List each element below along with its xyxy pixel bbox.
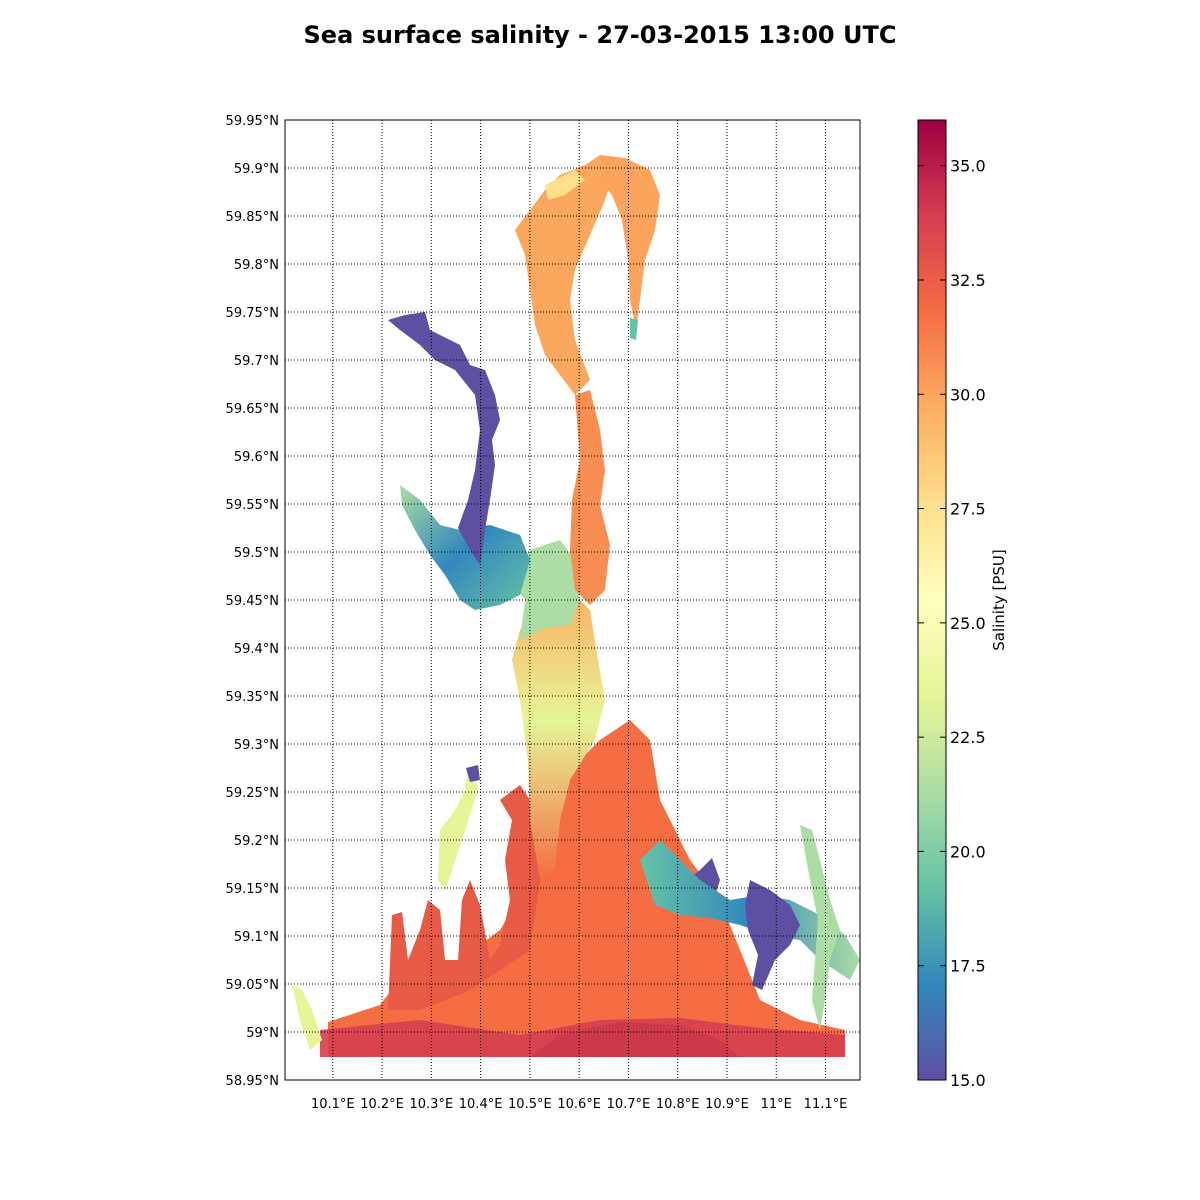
y-tick-label: 59.2°N [234, 834, 279, 849]
colorbar-tick-label: 30.0 [950, 385, 986, 404]
y-tick-label: 59.9°N [234, 162, 279, 177]
colorbar-tick-label: 22.5 [950, 728, 986, 747]
region-drammen-mixing [400, 485, 530, 610]
region-oslo-yellow [545, 170, 585, 200]
plot-frame [284, 119, 861, 1081]
region-skagerrak-core [530, 1022, 740, 1057]
y-tick-label: 59.7°N [234, 354, 279, 369]
y-tick-label: 59.45°N [226, 594, 279, 609]
region-vestfold-inlets [388, 785, 540, 1010]
y-tick-label: 59.5°N [234, 546, 279, 561]
y-axis-ticks: 59.95°N 59.9°N 59.85°N 59.8°N 59.75°N 59.7°N 5… [226, 114, 279, 1089]
region-bunnefjord-tip [630, 318, 638, 340]
grid [285, 119, 860, 1081]
colorbar-tick-label: 20.0 [950, 842, 986, 861]
y-tick-label: 59.05°N [226, 978, 279, 993]
y-tick-label: 59.55°N [226, 498, 279, 513]
colorbar-tick-label: 15.0 [950, 1071, 986, 1090]
colorbar-tick-label: 17.5 [950, 957, 986, 976]
colorbar-label: Salinity [PSU] [990, 549, 1008, 651]
colorbar-ticks: 15.0 17.5 20.0 22.5 25.0 27.5 30.0 32.5 35.0 [918, 157, 986, 1090]
region-west-fringe [292, 985, 322, 1050]
chart-title: Sea surface salinity - 27-03-2015 13:00 … [304, 21, 897, 49]
x-tick-label: 10.8°E [656, 1097, 700, 1112]
region-west-channel-purple [466, 765, 480, 782]
x-tick-label: 10.7°E [607, 1097, 651, 1112]
colorbar-tick-label: 25.0 [950, 614, 986, 633]
salinity-field [292, 155, 860, 1057]
region-bunnefjord [600, 155, 660, 330]
y-tick-label: 59.6°N [234, 450, 279, 465]
region-mid-fjord [512, 590, 605, 880]
region-hvaler-purple [745, 880, 800, 990]
y-tick-label: 59.15°N [226, 882, 279, 897]
y-tick-label: 59.3°N [234, 738, 279, 753]
region-west-channel [438, 768, 478, 890]
x-tick-label: 11°E [761, 1097, 792, 1112]
region-oslo-basin [515, 155, 615, 395]
x-axis-ticks: 10.1°E 10.2°E 10.3°E 10.4°E 10.5°E 10.6°E 10.7… [311, 1097, 847, 1112]
x-tick-label: 11.1°E [804, 1097, 848, 1112]
y-tick-label: 59.25°N [226, 786, 279, 801]
x-tick-label: 10.3°E [410, 1097, 454, 1112]
x-tick-label: 10.2°E [360, 1097, 404, 1112]
x-tick-label: 10.6°E [557, 1097, 601, 1112]
colorbar-tick-label: 27.5 [950, 500, 986, 519]
colorbar-tick-label: 32.5 [950, 271, 986, 290]
colorbar-tick-label: 35.0 [950, 157, 986, 176]
y-tick-label: 59.85°N [226, 210, 279, 225]
y-tick-label: 58.95°N [226, 1074, 279, 1089]
region-east-fringe [800, 825, 840, 1030]
y-tick-label: 59.65°N [226, 402, 279, 417]
x-tick-label: 10.9°E [705, 1097, 749, 1112]
y-tick-label: 59.4°N [234, 642, 279, 657]
y-tick-label: 59.95°N [226, 114, 279, 129]
y-tick-label: 59.8°N [234, 258, 279, 273]
y-tick-label: 59.1°N [234, 930, 279, 945]
x-tick-label: 10.5°E [508, 1097, 552, 1112]
x-tick-label: 10.1°E [311, 1097, 355, 1112]
y-tick-label: 59.75°N [226, 306, 279, 321]
colorbar [917, 119, 947, 1081]
y-tick-label: 59°N [246, 1026, 279, 1041]
region-drammensfjord [388, 312, 500, 565]
region-inner-neck [570, 390, 610, 605]
x-tick-label: 10.4°E [459, 1097, 503, 1112]
y-tick-label: 59.35°N [226, 690, 279, 705]
